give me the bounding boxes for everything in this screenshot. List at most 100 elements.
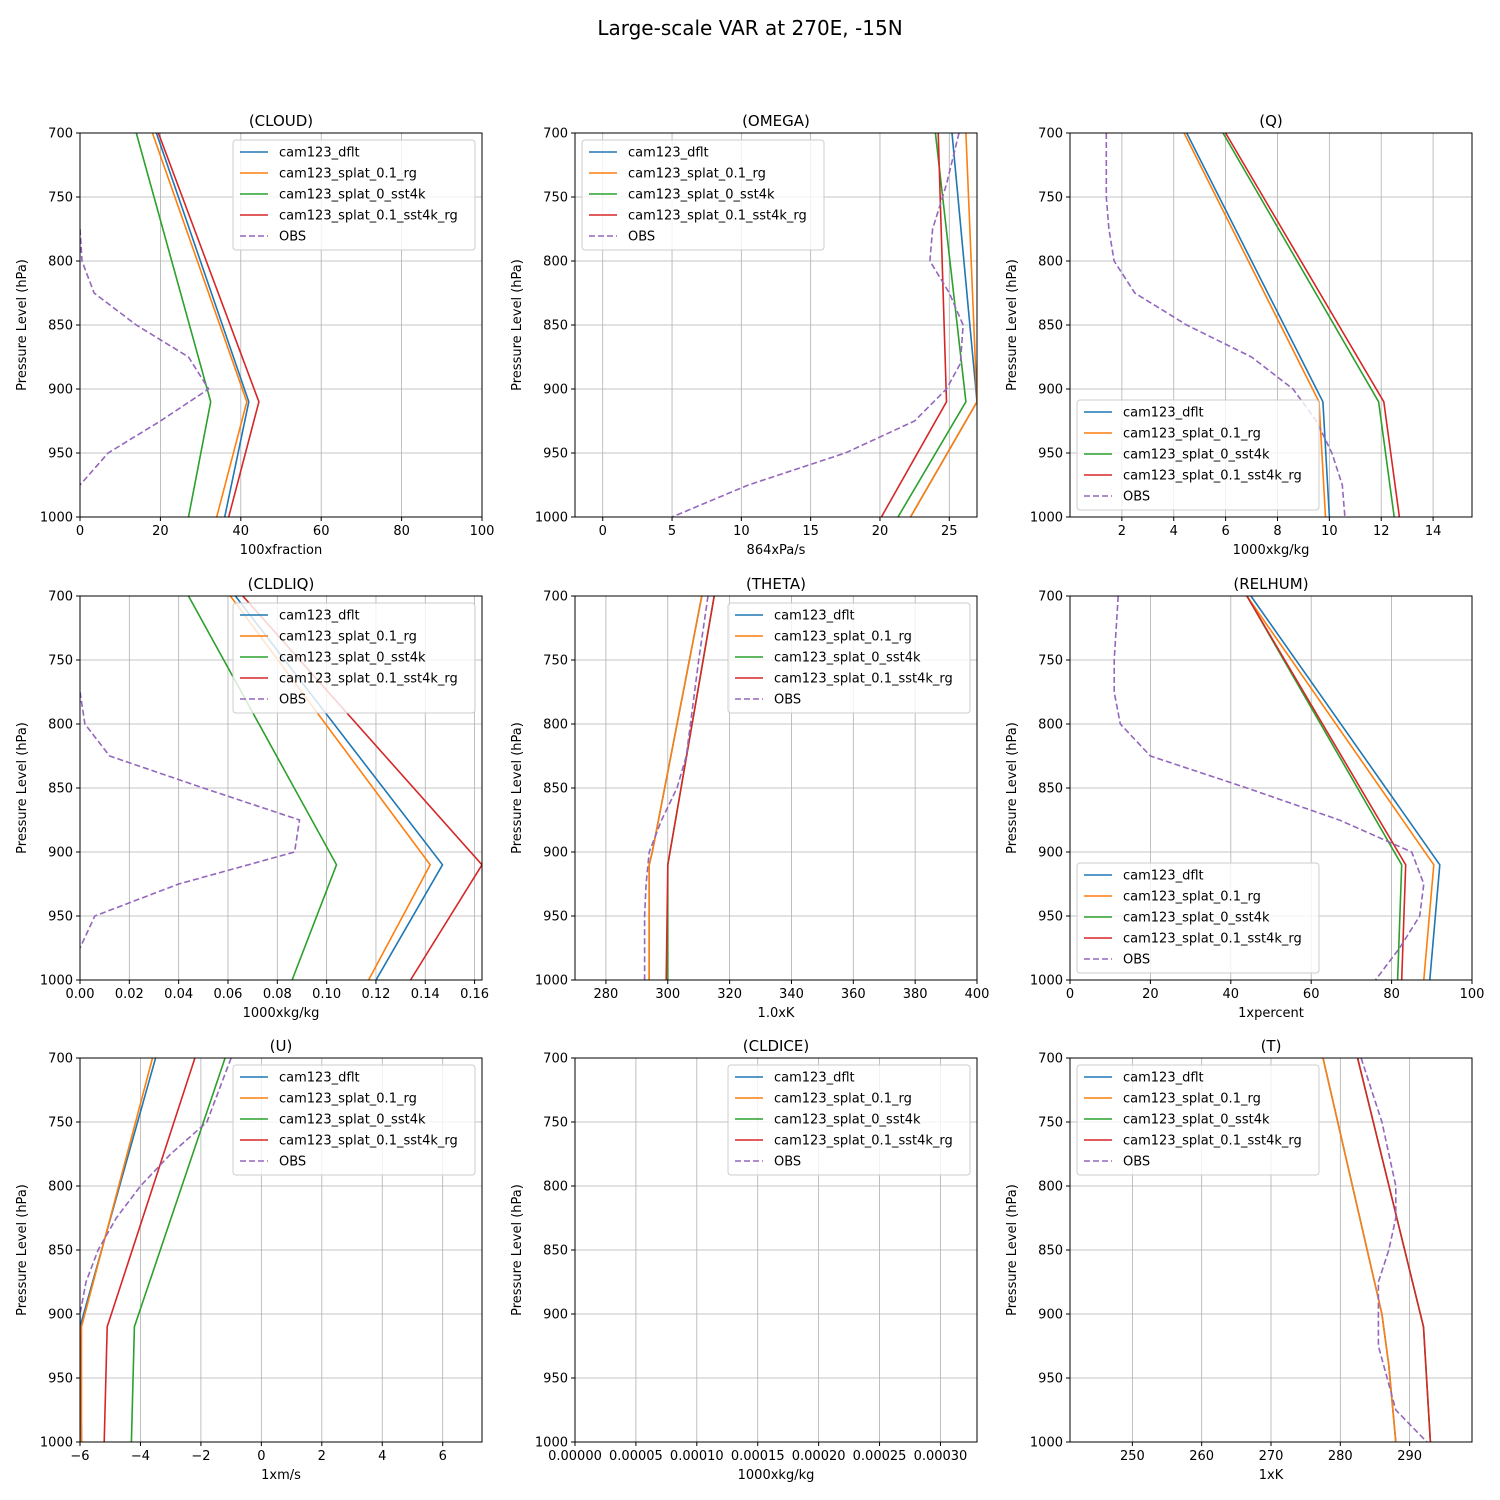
series-line-cam123-splat-0-1-rg [909, 133, 977, 517]
legend-box [1076, 399, 1320, 511]
y-tick-label: 950 [1038, 910, 1063, 925]
x-tick-label: 400 [965, 987, 990, 1002]
x-tick-label: 25 [941, 524, 958, 539]
y-tick-label: 900 [1038, 1308, 1063, 1323]
x-tick-label: 10 [733, 524, 750, 539]
series-line-cam123-splat-0-1-sst4k-rg [665, 596, 715, 980]
y-tick-label: 900 [543, 846, 568, 861]
q-panel: 2 4 6 8 10 12 14 700 750 800 850 900 950 1000 (Q) 1000x… [1005, 112, 1473, 558]
y-tick-label: 800 [543, 718, 568, 733]
x-axis-label: 100xfraction [240, 543, 322, 558]
x-tick-label: 0.04 [164, 987, 193, 1002]
legend-label: OBS [628, 230, 655, 245]
y-tick-label: 950 [543, 447, 568, 462]
legend-label: cam123_splat_0_sst4k [279, 651, 426, 666]
y-tick-label: 750 [48, 1116, 73, 1131]
y-tick-label: 700 [543, 127, 568, 142]
y-tick-label: 800 [543, 1180, 568, 1195]
y-tick-label: 850 [1038, 782, 1063, 797]
x-axis-label: 1000xkg/kg [1233, 543, 1310, 558]
figure-title: Large-scale VAR at 270E, -15N [597, 16, 903, 40]
legend-label: cam123_splat_0.1_sst4k_rg [1123, 469, 1302, 484]
legend-label: cam123_splat_0.1_sst4k_rg [774, 672, 953, 687]
series-line-cam123-dflt [1185, 133, 1331, 517]
x-tick-label: −4 [131, 1449, 150, 1464]
legend-box [581, 139, 825, 251]
theta-panel: 280 300 320 340 360 380 400 700 750 800 850 900 950 1… [510, 575, 989, 1021]
series-line-cam123-splat-0-sst4k [897, 133, 967, 517]
y-tick-label: 800 [48, 255, 73, 270]
legend-label: cam123_splat_0_sst4k [1123, 911, 1270, 926]
x-tick-label: 0.00010 [670, 1449, 724, 1464]
series-line-cam123-splat-0-1-rg [1322, 1058, 1397, 1442]
panel-title: (RELHUM) [1233, 575, 1308, 593]
y-tick-label: 900 [48, 1308, 73, 1323]
y-tick-label: 1000 [1030, 1436, 1063, 1451]
panel-title: (CLDICE) [743, 1037, 809, 1055]
x-tick-label: 60 [1303, 987, 1320, 1002]
x-tick-label: 40 [1223, 987, 1240, 1002]
x-axis-label: 1000xkg/kg [738, 1468, 815, 1483]
x-tick-label: 0.00 [66, 987, 95, 1002]
x-tick-label: 5 [668, 524, 676, 539]
series-line-cam123-splat-0-1-rg [151, 133, 248, 517]
y-tick-label: 750 [543, 191, 568, 206]
x-tick-label: 80 [393, 524, 410, 539]
legend-label: cam123_splat_0_sst4k [628, 188, 775, 203]
legend-label: cam123_splat_0_sst4k [1123, 1113, 1270, 1128]
x-axis-label: 1xpercent [1238, 1006, 1304, 1021]
y-tick-label: 950 [543, 910, 568, 925]
y-tick-label: 950 [1038, 447, 1063, 462]
u-panel: −6 −4 −2 0 2 4 6 700 750 800 850 900 950 1000 (U) 1xm/s… [15, 1037, 483, 1483]
x-tick-label: 0.08 [263, 987, 292, 1002]
y-tick-label: 700 [1038, 590, 1063, 605]
legend-label: OBS [279, 230, 306, 245]
x-axis-label: 1000xkg/kg [243, 1006, 320, 1021]
x-tick-label: 280 [1328, 1449, 1353, 1464]
x-tick-label: 0.00005 [609, 1449, 663, 1464]
y-tick-label: 850 [543, 1244, 568, 1259]
panel-title: (Q) [1259, 112, 1283, 130]
x-tick-label: 300 [655, 987, 680, 1002]
y-tick-label: 1000 [40, 1436, 73, 1451]
panel-title: (CLOUD) [249, 112, 313, 130]
series-line-obs [643, 596, 709, 980]
legend-label: cam123_splat_0.1_sst4k_rg [628, 209, 807, 224]
legend: cam123_dflt cam123_splat_0.1_rg cam123_spl… [727, 1064, 971, 1176]
y-tick-label: 850 [48, 1244, 73, 1259]
legend-label: cam123_dflt [1123, 869, 1204, 884]
x-tick-label: 6 [439, 1449, 447, 1464]
y-tick-label: 1000 [1030, 511, 1063, 526]
y-tick-label: 1000 [40, 511, 73, 526]
legend: cam123_dflt cam123_splat_0.1_rg cam123_spl… [1076, 399, 1320, 511]
y-axis-label: Pressure Level (hPa) [15, 1184, 30, 1316]
x-tick-label: 60 [313, 524, 330, 539]
y-tick-label: 800 [1038, 718, 1063, 733]
legend-label: cam123_dflt [279, 146, 360, 161]
y-tick-label: 900 [543, 383, 568, 398]
y-tick-label: 800 [48, 718, 73, 733]
series-line-obs [1105, 133, 1346, 517]
y-axis-label: Pressure Level (hPa) [1005, 1184, 1020, 1316]
series-line-cam123-splat-0-1-sst4k-rg [103, 1058, 196, 1442]
x-tick-label: 0.00000 [548, 1449, 602, 1464]
y-tick-label: 1000 [40, 974, 73, 989]
legend-label: OBS [1123, 490, 1150, 505]
cldliq-panel: 0.00 0.02 0.04 0.06 0.08 0.10 0.12 0.14 0.16 700 7… [15, 575, 489, 1021]
legend-label: cam123_splat_0.1_sst4k_rg [279, 209, 458, 224]
y-axis-label: Pressure Level (hPa) [15, 259, 30, 391]
panel-title: (CLDLIQ) [248, 575, 315, 593]
y-tick-label: 700 [1038, 1052, 1063, 1067]
y-tick-label: 850 [1038, 1244, 1063, 1259]
y-axis-label: Pressure Level (hPa) [510, 1184, 525, 1316]
x-tick-label: 0.00020 [792, 1449, 846, 1464]
y-tick-label: 1000 [535, 511, 568, 526]
x-tick-label: 0.12 [361, 987, 390, 1002]
series-line-cam123-splat-0-sst4k [1246, 596, 1403, 980]
x-tick-label: 8 [1273, 524, 1281, 539]
series-line-cam123-splat-0-1-sst4k-rg [880, 133, 948, 517]
series-line-obs [1113, 596, 1425, 980]
y-tick-label: 950 [48, 910, 73, 925]
x-tick-label: 0.00015 [731, 1449, 785, 1464]
x-tick-label: 0.10 [312, 987, 341, 1002]
